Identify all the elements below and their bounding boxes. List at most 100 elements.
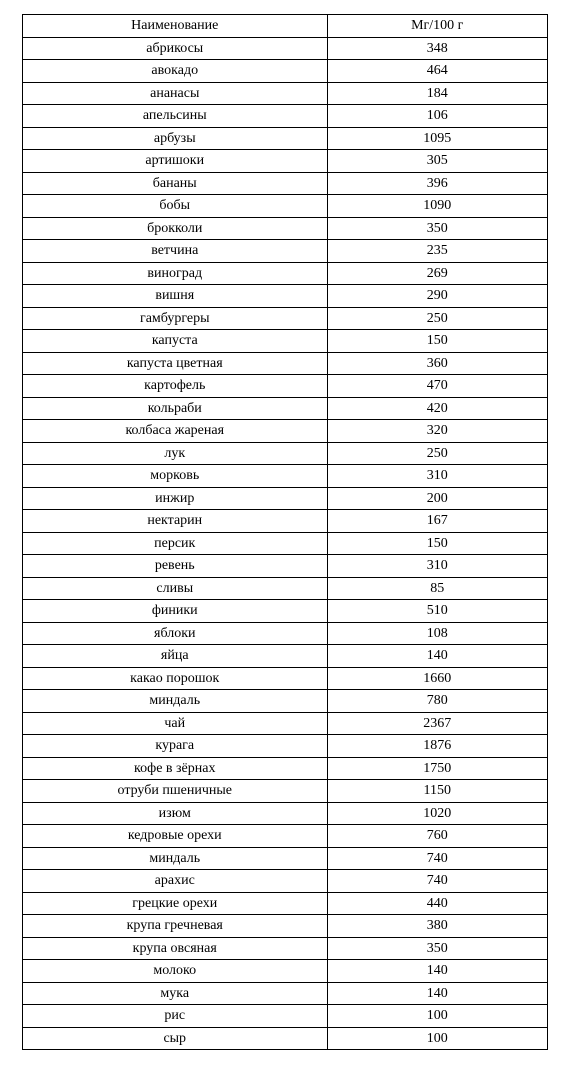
cell-value: 1150 (327, 780, 548, 803)
table-row: арбузы1095 (23, 127, 548, 150)
cell-value: 510 (327, 600, 548, 623)
table-body: абрикосы348авокадо464ананасы184апельсины… (23, 37, 548, 1050)
table-row: какао порошок1660 (23, 667, 548, 690)
table-row: инжир200 (23, 487, 548, 510)
cell-name: молоко (23, 960, 328, 983)
cell-value: 350 (327, 217, 548, 240)
cell-value: 167 (327, 510, 548, 533)
cell-name: ананасы (23, 82, 328, 105)
table-row: персик150 (23, 532, 548, 555)
cell-value: 235 (327, 240, 548, 263)
cell-value: 150 (327, 532, 548, 555)
cell-name: миндаль (23, 690, 328, 713)
table-row: артишоки305 (23, 150, 548, 173)
cell-name: кофе в зёрнах (23, 757, 328, 780)
cell-name: крупа овсяная (23, 937, 328, 960)
cell-name: яблоки (23, 622, 328, 645)
table-row: нектарин167 (23, 510, 548, 533)
cell-name: сыр (23, 1027, 328, 1050)
cell-value: 250 (327, 442, 548, 465)
cell-name: финики (23, 600, 328, 623)
table-row: арахис740 (23, 870, 548, 893)
cell-value: 150 (327, 330, 548, 353)
cell-value: 290 (327, 285, 548, 308)
table-row: ревень310 (23, 555, 548, 578)
table-row: молоко140 (23, 960, 548, 983)
cell-name: бананы (23, 172, 328, 195)
cell-value: 464 (327, 60, 548, 83)
cell-value: 760 (327, 825, 548, 848)
table-row: картофель470 (23, 375, 548, 398)
cell-value: 106 (327, 105, 548, 128)
cell-name: кольраби (23, 397, 328, 420)
cell-value: 305 (327, 150, 548, 173)
cell-value: 184 (327, 82, 548, 105)
cell-name: курага (23, 735, 328, 758)
cell-value: 2367 (327, 712, 548, 735)
table-row: ветчина235 (23, 240, 548, 263)
table-row: отруби пшеничные1150 (23, 780, 548, 803)
table-row: кофе в зёрнах1750 (23, 757, 548, 780)
cell-name: виноград (23, 262, 328, 285)
table-row: рис100 (23, 1005, 548, 1028)
cell-value: 380 (327, 915, 548, 938)
cell-name: какао порошок (23, 667, 328, 690)
table-row: крупа овсяная350 (23, 937, 548, 960)
cell-name: персик (23, 532, 328, 555)
cell-name: брокколи (23, 217, 328, 240)
cell-value: 1660 (327, 667, 548, 690)
cell-name: крупа гречневая (23, 915, 328, 938)
table-row: чай2367 (23, 712, 548, 735)
cell-value: 440 (327, 892, 548, 915)
table-row: брокколи350 (23, 217, 548, 240)
cell-name: капуста (23, 330, 328, 353)
col-header-name: Наименование (23, 15, 328, 38)
cell-name: колбаса жареная (23, 420, 328, 443)
table-row: морковь310 (23, 465, 548, 488)
table-row: капуста150 (23, 330, 548, 353)
table-row: абрикосы348 (23, 37, 548, 60)
table-row: грецкие орехи440 (23, 892, 548, 915)
table-head: Наименование Мг/100 г (23, 15, 548, 38)
table-row: миндаль780 (23, 690, 548, 713)
food-table: Наименование Мг/100 г абрикосы348авокадо… (22, 14, 548, 1050)
cell-name: апельсины (23, 105, 328, 128)
page: Наименование Мг/100 г абрикосы348авокадо… (0, 0, 570, 1070)
cell-value: 1095 (327, 127, 548, 150)
cell-value: 100 (327, 1027, 548, 1050)
cell-value: 140 (327, 982, 548, 1005)
cell-value: 470 (327, 375, 548, 398)
table-row: мука140 (23, 982, 548, 1005)
table-row: крупа гречневая380 (23, 915, 548, 938)
table-row: кольраби420 (23, 397, 548, 420)
cell-value: 350 (327, 937, 548, 960)
cell-name: морковь (23, 465, 328, 488)
cell-value: 396 (327, 172, 548, 195)
cell-value: 269 (327, 262, 548, 285)
cell-name: авокадо (23, 60, 328, 83)
table-row: яблоки108 (23, 622, 548, 645)
table-row: сливы85 (23, 577, 548, 600)
cell-name: ветчина (23, 240, 328, 263)
cell-name: гамбургеры (23, 307, 328, 330)
cell-value: 140 (327, 960, 548, 983)
table-row: кедровые орехи760 (23, 825, 548, 848)
cell-name: лук (23, 442, 328, 465)
cell-value: 780 (327, 690, 548, 713)
cell-name: бобы (23, 195, 328, 218)
cell-name: абрикосы (23, 37, 328, 60)
cell-name: сливы (23, 577, 328, 600)
cell-name: арахис (23, 870, 328, 893)
table-row: яйца140 (23, 645, 548, 668)
cell-value: 740 (327, 870, 548, 893)
cell-name: капуста цветная (23, 352, 328, 375)
table-row: гамбургеры250 (23, 307, 548, 330)
cell-name: грецкие орехи (23, 892, 328, 915)
cell-name: отруби пшеничные (23, 780, 328, 803)
cell-value: 320 (327, 420, 548, 443)
table-row: вишня290 (23, 285, 548, 308)
cell-name: вишня (23, 285, 328, 308)
cell-name: изюм (23, 802, 328, 825)
table-row: виноград269 (23, 262, 548, 285)
table-row: колбаса жареная320 (23, 420, 548, 443)
